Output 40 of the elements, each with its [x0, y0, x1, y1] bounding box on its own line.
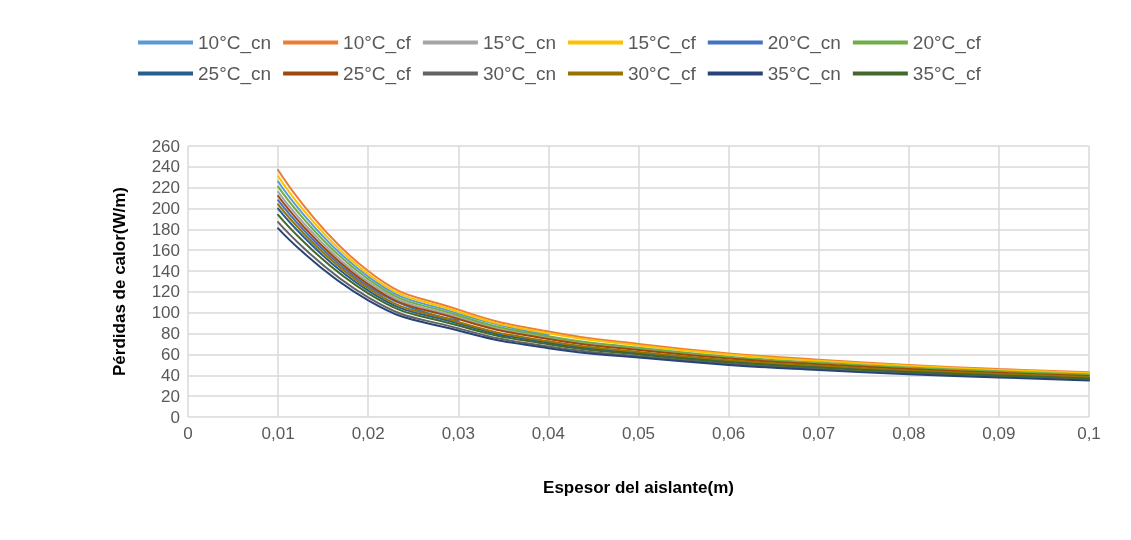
- legend-label: 15°C_cn: [482, 32, 556, 54]
- y-tick-label: 0: [170, 407, 180, 427]
- x-tick-label: 0,07: [802, 424, 836, 443]
- legend-label: 15°C_cf: [627, 32, 697, 54]
- y-tick-label: 200: [151, 199, 180, 219]
- legend-label: 25°C_cn: [198, 63, 272, 85]
- line-series: [277, 180, 550, 336]
- x-tick-label: 0,01: [261, 424, 295, 443]
- legend-label: 10°C_cn: [198, 32, 272, 54]
- x-axis-title: Espesor del aislante(m): [543, 478, 734, 497]
- y-tick-label: 60: [161, 344, 180, 364]
- legend-label: 35°C_cf: [912, 63, 982, 85]
- y-tick-label: 260: [151, 136, 180, 156]
- y-axis-title: Pérdidas de calor(W/m): [110, 187, 129, 376]
- x-tick-label: 0,02: [351, 424, 385, 443]
- y-tick-label: 240: [151, 157, 180, 177]
- legend-label: 20°C_cn: [767, 32, 841, 54]
- legend-label: 35°C_cn: [767, 63, 841, 85]
- y-tick-label: 40: [161, 365, 180, 385]
- y-tick-label: 180: [151, 219, 180, 239]
- x-tick-label: 0: [183, 424, 193, 443]
- y-tick-label: 160: [151, 240, 180, 260]
- y-tick-label: 120: [151, 282, 180, 302]
- y-tick-label: 20: [161, 386, 180, 406]
- legend-label: 30°C_cn: [482, 63, 556, 85]
- y-tick-label: 80: [161, 324, 180, 344]
- x-tick-label: 0,03: [441, 424, 475, 443]
- legend-label: 10°C_cf: [343, 32, 412, 54]
- x-tick-label: 0,1: [1077, 424, 1101, 443]
- y-tick-label: 140: [151, 261, 180, 281]
- x-tick-label: 0,04: [531, 424, 565, 443]
- x-tick-label: 0,09: [982, 424, 1016, 443]
- legend-label: 20°C_cf: [912, 32, 982, 54]
- legend-label: 25°C_cf: [343, 63, 412, 85]
- x-tick-label: 0,06: [712, 424, 746, 443]
- y-tick-label: 100: [151, 303, 180, 323]
- y-tick-label: 220: [151, 178, 180, 198]
- x-tick-label: 0,05: [621, 424, 656, 443]
- legend-label: 30°C_cf: [627, 63, 697, 85]
- x-tick-label: 0,08: [892, 424, 926, 443]
